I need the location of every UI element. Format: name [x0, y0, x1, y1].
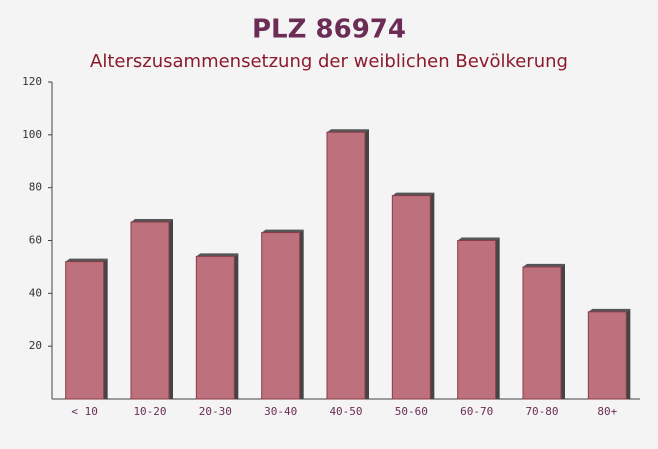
bar	[195, 255, 235, 400]
bar	[65, 261, 105, 400]
bar-shadow	[169, 219, 173, 399]
x-tick-label: 80+	[597, 405, 617, 418]
bar	[587, 311, 627, 400]
bar-shadow	[234, 253, 239, 399]
x-tick-label: 30-40	[264, 405, 297, 418]
y-tick-label: 80	[29, 181, 42, 194]
bar-top	[457, 237, 500, 241]
bar-top	[131, 219, 173, 223]
bar-shadow	[299, 229, 304, 399]
bar-shadow	[430, 192, 435, 399]
y-tick-label: 60	[29, 234, 42, 247]
bar	[391, 195, 431, 400]
y-tick-label: 100	[22, 128, 42, 141]
x-tick-label: 50-60	[395, 405, 428, 418]
chart-title: PLZ 86974	[252, 15, 406, 45]
x-tick-label: 40-50	[329, 405, 362, 418]
bar-top	[392, 192, 435, 196]
bar-shadow	[365, 129, 369, 400]
x-tick-label: 10-20	[133, 405, 166, 418]
bar-shadow	[626, 308, 631, 399]
x-tick-label: 70-80	[525, 405, 558, 418]
bar-shadow	[495, 237, 500, 399]
y-tick-label: 120	[22, 75, 42, 88]
bar-top	[523, 263, 565, 267]
y-tick-label: 40	[29, 286, 42, 299]
bar-top	[327, 129, 369, 133]
bar-top	[65, 258, 108, 262]
bar	[261, 232, 301, 400]
x-tick-label: 60-70	[460, 405, 493, 418]
bar-top	[588, 308, 631, 312]
bar-top	[261, 229, 304, 233]
x-tick-label: < 10	[71, 405, 98, 418]
x-tick-label: 20-30	[199, 405, 232, 418]
bar-shadow	[561, 263, 565, 399]
bar	[326, 131, 366, 400]
bar-shadow	[103, 258, 108, 399]
bar	[130, 221, 170, 400]
bar	[457, 240, 497, 400]
bar-top	[196, 253, 239, 257]
chart-subtitle: Alterszusammensetzung der weiblichen Bev…	[90, 51, 568, 72]
bar	[522, 266, 562, 400]
y-tick-label: 20	[29, 339, 42, 352]
